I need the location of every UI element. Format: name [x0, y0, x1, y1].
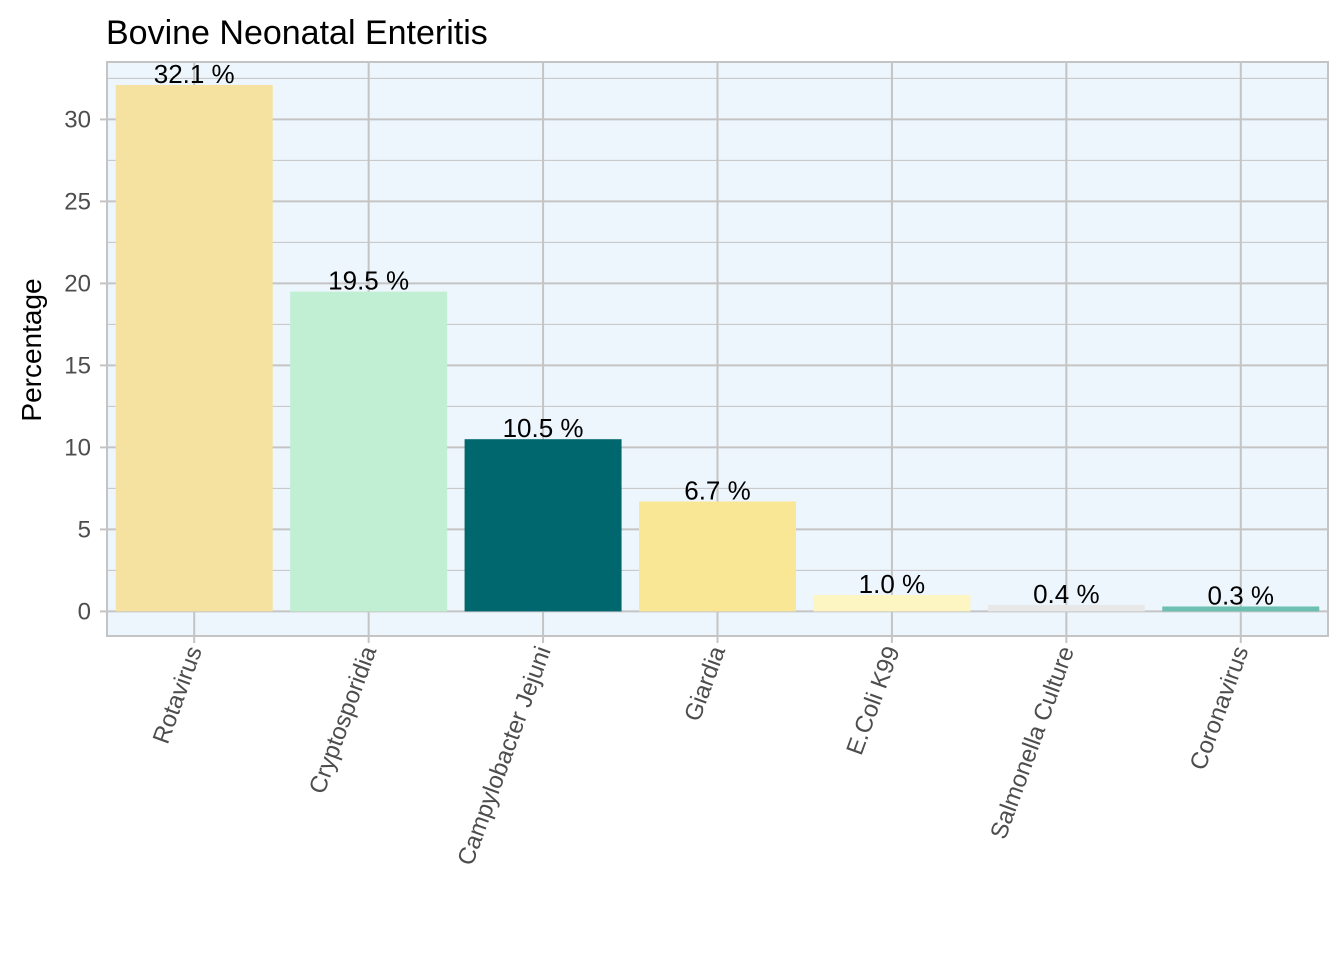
y-axis-ticks: 0 5 10 15 20 25 30 — [64, 106, 107, 625]
bar-value-label: 10.5 % — [503, 413, 584, 443]
y-tick-label: 20 — [64, 270, 91, 297]
bar — [115, 84, 273, 612]
bar-value-label: 0.4 % — [1033, 579, 1100, 609]
bar-value-label: 6.7 % — [684, 476, 751, 506]
bar-value-label: 32.1 % — [154, 59, 235, 89]
y-tick-label: 0 — [78, 598, 91, 625]
x-tick-label: Giardia — [679, 642, 731, 725]
y-tick-label: 25 — [64, 188, 91, 215]
x-tick-label: E.Coli K99 — [841, 643, 905, 759]
bar — [1162, 606, 1320, 612]
y-tick-label: 30 — [64, 106, 91, 133]
y-tick-label: 15 — [64, 352, 91, 379]
x-tick-label: Coronavirus — [1185, 643, 1255, 774]
y-tick-label: 5 — [78, 516, 91, 543]
bar — [813, 595, 971, 612]
y-tick-label: 10 — [64, 434, 91, 461]
bar — [987, 604, 1145, 612]
data-labels: 32.1 % 19.5 % 10.5 % 6.7 % 1.0 % 0.4 % 0.3 % — [154, 59, 1274, 611]
chart-title: Bovine Neonatal Enteritis — [106, 14, 488, 52]
x-tick-label: Campylobacter Jejuni — [452, 643, 556, 869]
x-axis-ticks: Rotavirus Cryptosporidia Campylobacter Jej… — [148, 636, 1255, 869]
y-axis-label: Percentage — [16, 278, 47, 421]
bar-value-label: 19.5 % — [328, 266, 409, 296]
x-tick-label: Salmonella Culture — [985, 643, 1080, 843]
x-tick-label: Cryptosporidia — [304, 642, 383, 797]
x-tick-label: Rotavirus — [148, 643, 208, 747]
bar — [639, 501, 796, 612]
bar-value-label: 0.3 % — [1208, 580, 1275, 610]
bar — [464, 439, 622, 612]
bar — [290, 291, 448, 612]
bars — [115, 84, 1320, 612]
bar-value-label: 1.0 % — [859, 569, 926, 599]
